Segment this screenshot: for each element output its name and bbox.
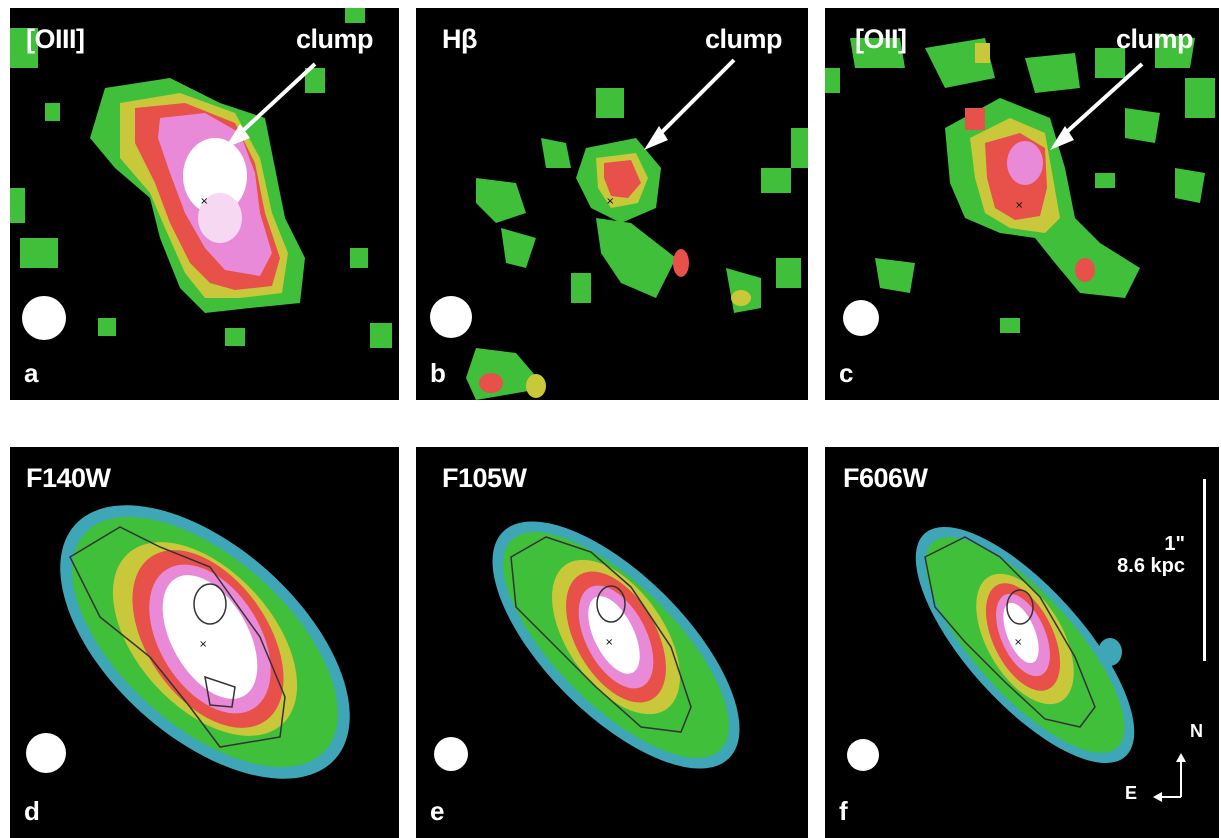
panel-title: F606W — [843, 463, 928, 493]
svg-text:×: × — [606, 196, 614, 207]
scale-angular: 1" — [1164, 533, 1185, 555]
oiii-emission-map: × — [10, 8, 392, 348]
panel-title: Hβ — [442, 24, 477, 54]
svg-text:×: × — [199, 639, 207, 650]
panel-f606w: × F606W 1" 8.6 kpc f N E — [825, 447, 1219, 838]
panel-title: [OIII] — [26, 24, 85, 54]
compass-icon — [1153, 753, 1186, 802]
panel-title: F140W — [26, 463, 111, 493]
clump-label: clump — [1115, 24, 1194, 54]
panel-oii: × [OII] clump c — [825, 8, 1219, 400]
beam-size-marker — [847, 739, 879, 771]
svg-text:×: × — [1015, 200, 1023, 211]
beam-size-marker — [843, 300, 879, 336]
panel-title: F105W — [442, 463, 527, 493]
scale-physical: 8.6 kpc — [1117, 555, 1185, 577]
beam-size-marker — [26, 733, 66, 773]
panel-letter: b — [430, 358, 446, 388]
panel-letter: c — [839, 358, 853, 388]
beam-size-marker — [434, 737, 468, 771]
panel-letter: f — [839, 796, 848, 826]
panel-f140w: × F140W d — [10, 447, 399, 838]
panel-oiii: × [OIII] clump a — [10, 8, 399, 400]
beam-size-marker — [430, 296, 472, 338]
compass-east-label: E — [1125, 783, 1138, 803]
hbeta-emission-map: × — [466, 58, 808, 400]
f105w-image: × — [492, 521, 740, 769]
f606w-image: × — [915, 526, 1135, 764]
panel-hbeta: × Hβ clump b — [416, 8, 808, 400]
svg-text:×: × — [1014, 637, 1022, 648]
svg-text:×: × — [605, 637, 613, 648]
scale-bar — [1203, 479, 1206, 661]
panel-title: [OII] — [855, 24, 907, 54]
clump-label: clump — [704, 24, 783, 54]
panel-letter: a — [24, 358, 38, 388]
panel-letter: d — [24, 796, 40, 826]
compass-north-label: N — [1190, 721, 1203, 741]
svg-text:×: × — [200, 196, 208, 207]
oii-emission-map: × — [825, 33, 1215, 333]
scale-bar-label: 1" 8.6 kpc — [1117, 533, 1185, 577]
clump-label: clump — [295, 24, 374, 54]
beam-size-marker — [22, 296, 66, 340]
panel-f105w: × F105W e — [416, 447, 808, 838]
panel-letter: e — [430, 796, 444, 826]
f140w-image: × — [60, 505, 350, 779]
